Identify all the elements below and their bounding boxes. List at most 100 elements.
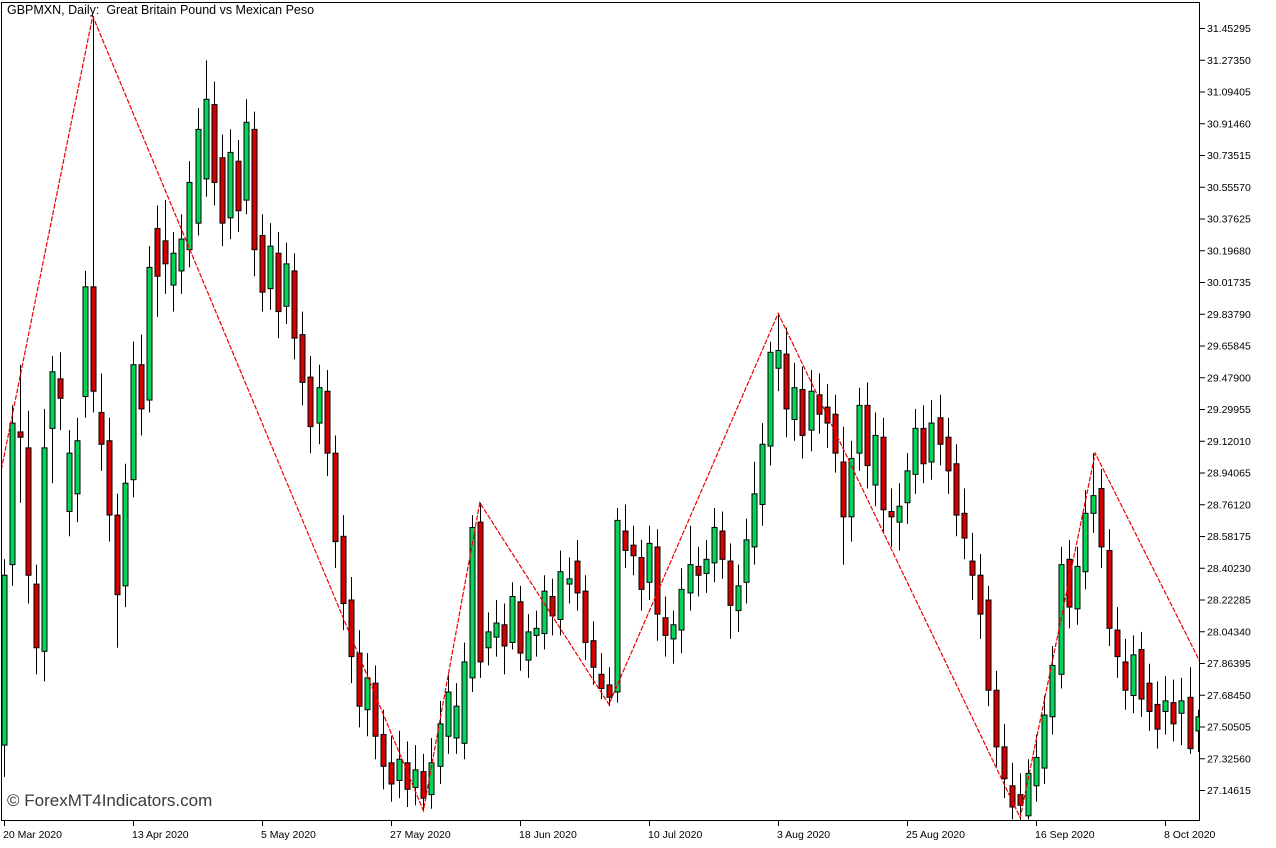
- candle-bearish: [372, 665, 379, 760]
- candle-bearish: [388, 736, 395, 802]
- price-axis-label: 29.47900: [1207, 372, 1251, 384]
- candle-bullish: [227, 129, 234, 240]
- candle-bearish: [783, 327, 790, 438]
- price-axis-label: 27.14615: [1207, 785, 1251, 797]
- zigzag-indicator-line: [2, 14, 1199, 820]
- candle-bearish: [340, 515, 347, 631]
- candle-bearish: [291, 253, 298, 360]
- date-axis-label: 20 Mar 2020: [3, 829, 62, 841]
- candle-bearish: [348, 577, 355, 684]
- candle-bullish: [687, 525, 694, 611]
- candle-bullish: [525, 614, 532, 678]
- candle-bearish: [57, 352, 64, 431]
- date-axis-label: 25 Aug 2020: [906, 829, 965, 841]
- candle-bullish: [614, 508, 621, 703]
- candle-bearish: [25, 410, 32, 604]
- candle-bullish: [1090, 453, 1097, 533]
- price-axis-label: 31.45295: [1207, 23, 1251, 35]
- candle-bullish: [1162, 676, 1169, 735]
- candle-bullish: [146, 246, 153, 413]
- candle-bearish: [638, 539, 645, 611]
- time-axis: 20 Mar 2020 13 Apr 2020 5 May 2020 27 May 2…: [3, 821, 1216, 841]
- candle-bullish: [170, 231, 177, 312]
- candle-bearish: [219, 134, 226, 247]
- candle-bearish: [945, 417, 952, 494]
- price-axis-label: 28.94065: [1207, 468, 1251, 480]
- candle-bullish: [485, 612, 492, 666]
- candle-bullish: [1130, 635, 1137, 714]
- price-axis-label: 28.58175: [1207, 531, 1251, 543]
- candle-bullish: [396, 730, 403, 799]
- candle-bearish: [1154, 681, 1161, 749]
- price-axis: 31.45295 31.27350 31.09405 30.91460 30.73515…: [1200, 23, 1251, 797]
- candle-bullish: [445, 674, 452, 754]
- candle-bearish: [977, 554, 984, 639]
- candle-bullish: [541, 575, 548, 650]
- candle-bullish: [767, 341, 774, 466]
- candle-bullish: [493, 600, 500, 657]
- price-axis-label: 29.12010: [1207, 436, 1251, 448]
- candle-bullish: [1033, 734, 1040, 802]
- candle-bullish: [791, 362, 798, 441]
- candle-bullish: [9, 405, 16, 586]
- candle-bearish: [920, 405, 927, 484]
- candle-bullish: [74, 417, 81, 523]
- candle-bearish: [138, 334, 145, 436]
- date-axis-label: 8 Oct 2020: [1164, 829, 1216, 841]
- candle-bullish: [412, 745, 419, 806]
- candle-bullish: [557, 550, 564, 636]
- candle-bullish: [743, 518, 750, 604]
- candle-bullish: [1195, 709, 1199, 753]
- candle-bearish: [324, 369, 331, 477]
- price-axis-label: 27.50505: [1207, 722, 1251, 734]
- price-axis-label: 31.27350: [1207, 55, 1251, 67]
- candle-bullish: [453, 683, 460, 754]
- candle-bullish: [66, 430, 73, 537]
- candle-bearish: [662, 596, 669, 657]
- candle-bearish: [953, 444, 960, 537]
- candle-bullish: [751, 461, 758, 565]
- candle-bearish: [17, 364, 24, 503]
- candle-bearish: [259, 214, 266, 312]
- candle-bearish: [993, 670, 1000, 767]
- candle-bullish: [1041, 695, 1048, 785]
- date-axis-label: 3 Aug 2020: [777, 829, 830, 841]
- date-axis-label: 16 Sep 2020: [1035, 829, 1095, 841]
- candle-bearish: [404, 741, 411, 808]
- candle-bearish: [799, 366, 806, 459]
- candle-bullish: [1082, 490, 1089, 590]
- candle-bullish: [928, 400, 935, 480]
- price-axis-label: 28.40230: [1207, 563, 1251, 575]
- candle-bullish: [509, 582, 516, 650]
- candle-bullish: [267, 223, 274, 310]
- candle-bearish: [582, 575, 589, 661]
- candle-bullish: [283, 242, 290, 324]
- candle-bearish: [162, 200, 169, 294]
- candle-bearish: [251, 111, 258, 277]
- candle-bullish: [566, 557, 573, 604]
- candle-bearish: [1138, 631, 1145, 717]
- candle-bullish: [243, 99, 250, 215]
- candle-bearish: [477, 502, 484, 678]
- candle-bearish: [1098, 469, 1105, 569]
- candle-bullish: [122, 463, 129, 608]
- price-axis-label: 31.09405: [1207, 87, 1251, 99]
- candle-bearish: [969, 532, 976, 601]
- candle-bullish: [848, 440, 855, 542]
- candle-bullish: [1074, 546, 1081, 625]
- date-axis-label: 10 Jul 2020: [648, 829, 702, 841]
- candle-bullish: [178, 214, 185, 294]
- candle-bearish: [211, 81, 218, 206]
- candle-bullish: [130, 341, 137, 498]
- candle-bullish: [203, 60, 210, 197]
- price-axis-label: 30.19680: [1207, 245, 1251, 257]
- price-axis-label: 27.68450: [1207, 690, 1251, 702]
- candle-bearish: [864, 382, 871, 489]
- candle-bearish: [1066, 539, 1073, 629]
- candle-bearish: [307, 355, 314, 454]
- candle-bearish: [1187, 667, 1194, 754]
- candle-bearish: [235, 139, 242, 232]
- candle-bullish: [735, 564, 742, 632]
- candle-bearish: [695, 546, 702, 597]
